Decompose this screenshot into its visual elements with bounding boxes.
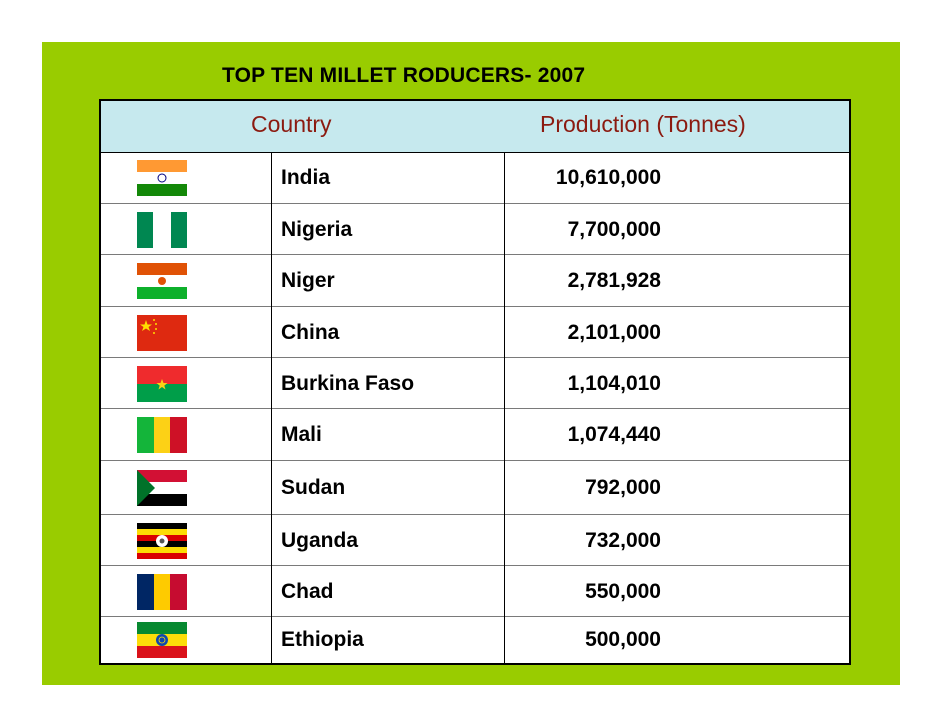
column-divider-flag <box>271 152 272 663</box>
producers-table: Country Production (Tonnes) India 10,610,… <box>99 99 851 665</box>
table-header: Country Production (Tonnes) <box>101 101 849 153</box>
production-value: 7,700,000 <box>567 218 661 241</box>
india-flag-icon <box>137 160 187 196</box>
country-name: Chad <box>281 580 334 603</box>
table-row: Sudan 792,000 <box>101 461 849 515</box>
production-value: 732,000 <box>585 529 661 552</box>
table-row: India 10,610,000 <box>101 152 849 204</box>
production-value: 2,781,928 <box>567 269 661 292</box>
country-name: Mali <box>281 423 322 446</box>
header-country: Country <box>251 111 332 137</box>
table-row: Chad 550,000 <box>101 566 849 617</box>
production-value: 500,000 <box>585 628 661 651</box>
production-value: 2,101,000 <box>567 321 661 344</box>
ethiopia-flag-icon <box>137 622 187 658</box>
china-flag-icon <box>137 315 187 351</box>
production-value: 550,000 <box>585 580 661 603</box>
production-value: 1,074,440 <box>567 423 661 446</box>
country-name: India <box>281 166 331 189</box>
country-name: Burkina Faso <box>281 372 415 395</box>
table-row: Nigeria 7,700,000 <box>101 204 849 255</box>
country-name: Niger <box>281 269 335 292</box>
burkina-faso-flag-icon <box>137 366 187 402</box>
country-name: Uganda <box>281 529 359 552</box>
niger-flag-icon <box>137 263 187 299</box>
table-row: Burkina Faso 1,104,010 <box>101 358 849 409</box>
country-name: China <box>281 321 340 344</box>
table-row: China 2,101,000 <box>101 307 849 358</box>
mali-flag-icon <box>137 417 187 453</box>
sudan-flag-icon <box>137 470 187 506</box>
uganda-flag-icon <box>137 523 187 559</box>
table-row: Niger 2,781,928 <box>101 255 849 307</box>
country-name: Ethiopia <box>281 628 364 651</box>
nigeria-flag-icon <box>137 212 187 248</box>
column-divider-production <box>504 152 505 663</box>
table-row: Ethiopia 500,000 <box>101 617 849 662</box>
page-title: TOP TEN MILLET RODUCERS- 2007 <box>222 64 586 87</box>
country-name: Nigeria <box>281 218 353 241</box>
table-row: Uganda 732,000 <box>101 515 849 566</box>
country-name: Sudan <box>281 476 346 499</box>
production-value: 792,000 <box>585 476 661 499</box>
table-row: Mali 1,074,440 <box>101 409 849 461</box>
header-production: Production (Tonnes) <box>540 111 746 137</box>
production-value: 10,610,000 <box>555 166 661 189</box>
production-value: 1,104,010 <box>567 372 661 395</box>
chad-flag-icon <box>137 574 187 610</box>
